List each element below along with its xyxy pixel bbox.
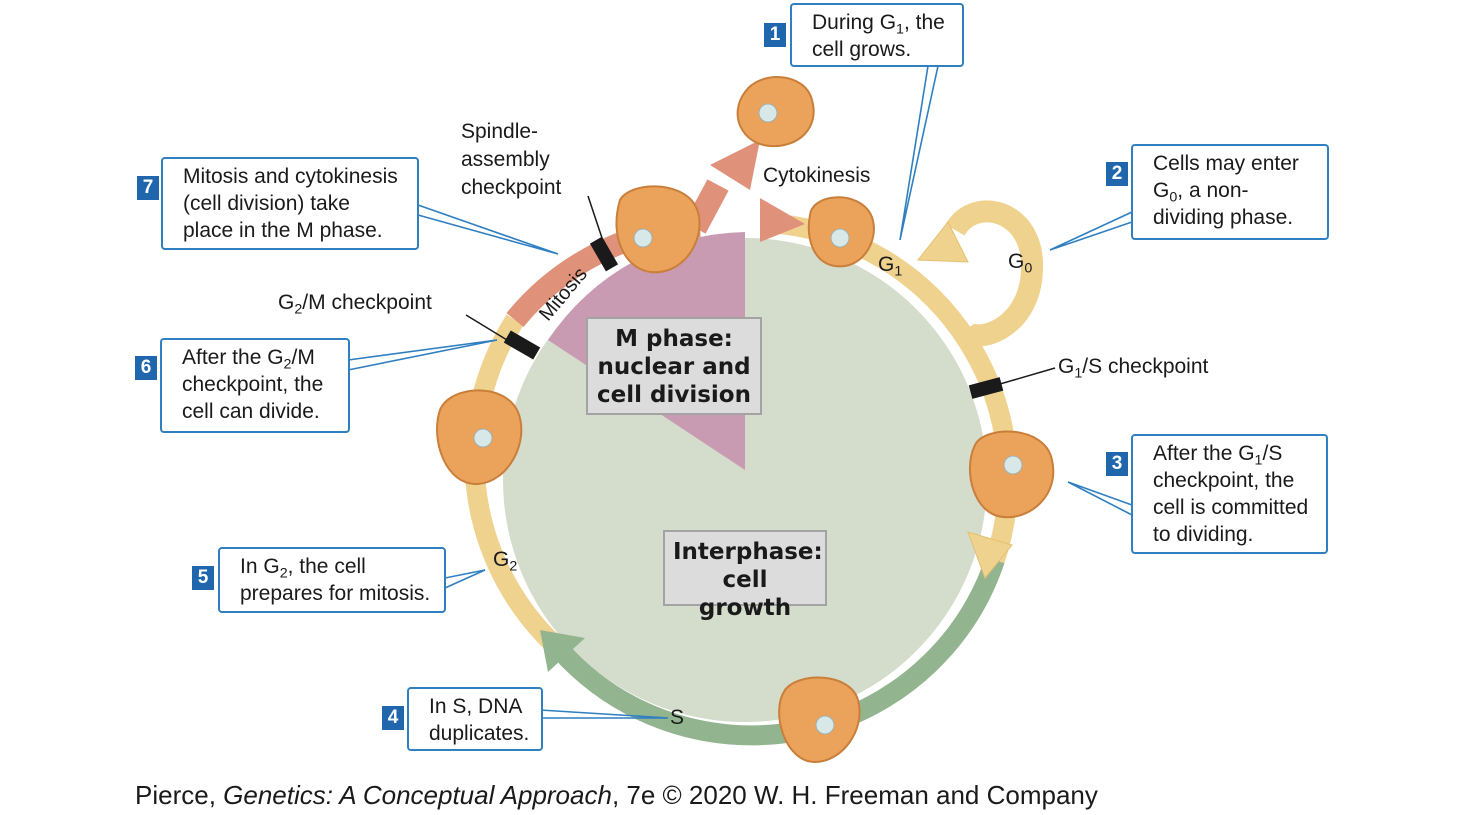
callout-4-badge: 4 xyxy=(382,706,404,730)
spindle-checkpoint-label: Spindle- assembly checkpoint xyxy=(461,120,562,199)
cytokinesis-label: Cytokinesis xyxy=(763,164,871,187)
nucleus-g2 xyxy=(473,428,493,448)
s-phase-label: S xyxy=(670,706,685,729)
g0-phase-label: G0 xyxy=(1008,250,1033,277)
callout-3-badge: 3 xyxy=(1106,452,1128,476)
m-phase-label: M phase: nuclear and cell division xyxy=(586,317,762,415)
g1s-checkpoint-bar xyxy=(968,377,1004,399)
callout-3: After the G1/S checkpoint, the cell is c… xyxy=(1131,434,1328,554)
callout-7-pointer xyxy=(417,204,559,255)
callout-5-badge: 5 xyxy=(192,566,214,590)
callout-6: After the G2/M checkpoint, the cell can … xyxy=(160,338,350,433)
spindle-leader xyxy=(587,195,603,239)
callout-7: Mitosis and cytokinesis (cell division) … xyxy=(161,157,419,250)
callout-1-badge: 1 xyxy=(764,23,786,47)
g1s-leader xyxy=(999,367,1056,385)
cytokinesis-arrowhead xyxy=(760,198,805,242)
spindle-checkpoint-bar xyxy=(589,236,619,272)
g0-loop xyxy=(945,200,1044,347)
interphase-line2: cell growth xyxy=(698,567,792,621)
s-arrowhead xyxy=(540,630,585,672)
callout-2-badge: 2 xyxy=(1106,162,1128,186)
nucleus-g1s xyxy=(1003,455,1023,475)
m-phase-line2: nuclear and xyxy=(597,354,751,380)
callout-7-badge: 7 xyxy=(137,176,159,200)
g0-arrowhead xyxy=(916,221,969,263)
g2-arc xyxy=(464,314,567,658)
callout-5-pointer xyxy=(444,569,486,589)
callout-1: During G1, the cell grows. xyxy=(790,3,964,67)
nucleus-top xyxy=(758,103,778,123)
callout-6-badge: 6 xyxy=(135,356,157,380)
callout-5: In G2, the cell prepares for mitosis. xyxy=(218,547,446,613)
interphase-label: Interphase: cell growth xyxy=(663,530,827,621)
callout-1-pointer xyxy=(899,65,939,241)
nucleus-mitosis xyxy=(633,228,653,248)
g1s-checkpoint-label: G1/S checkpoint xyxy=(1058,355,1209,382)
callout-3-pointer xyxy=(1067,481,1133,516)
g2m-leader xyxy=(465,314,508,341)
g2-phase-label: G2 xyxy=(493,548,518,575)
g2m-checkpoint-label: G2/M checkpoint xyxy=(278,291,432,318)
nucleus-cytokinesis xyxy=(830,228,850,248)
m-phase-line3: cell division xyxy=(597,382,751,408)
callout-6-pointer xyxy=(347,339,498,371)
g2m-checkpoint-bar xyxy=(503,330,541,360)
m-phase-line1: M phase: xyxy=(615,326,733,352)
nucleus-s xyxy=(815,715,835,735)
callout-2: Cells may enter G0, a non- dividing phas… xyxy=(1131,144,1329,240)
g1-phase-label: G1 xyxy=(878,253,903,280)
callout-4-pointer xyxy=(539,709,669,719)
cell-mitosis xyxy=(615,185,701,274)
callout-4: In S, DNA duplicates. xyxy=(407,687,543,751)
cytokinesis-branch-arrowhead xyxy=(710,140,760,190)
callout-2-pointer xyxy=(1049,211,1133,251)
footer-citation: Pierce, Genetics: A Conceptual Approach,… xyxy=(135,780,1098,810)
interphase-line1: Interphase: xyxy=(673,539,823,565)
g1-arrowhead xyxy=(967,531,1013,579)
